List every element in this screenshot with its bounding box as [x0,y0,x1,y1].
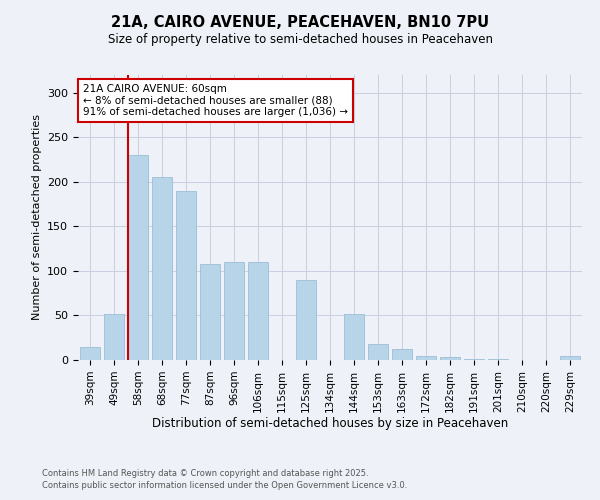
Y-axis label: Number of semi-detached properties: Number of semi-detached properties [32,114,41,320]
Bar [248,262,268,360]
Bar [176,191,196,360]
Text: Size of property relative to semi-detached houses in Peacehaven: Size of property relative to semi-detach… [107,32,493,46]
Bar [296,280,316,360]
Bar [368,344,388,360]
Text: Contains public sector information licensed under the Open Government Licence v3: Contains public sector information licen… [42,481,407,490]
Bar [344,314,364,360]
Bar [440,358,460,360]
Bar [416,356,436,360]
Bar [200,264,220,360]
Bar [560,356,580,360]
Bar [392,350,412,360]
Bar [104,314,124,360]
X-axis label: Distribution of semi-detached houses by size in Peacehaven: Distribution of semi-detached houses by … [152,418,508,430]
Bar [224,262,244,360]
Bar [80,346,100,360]
Bar [464,359,484,360]
Bar [152,178,172,360]
Text: 21A CAIRO AVENUE: 60sqm
← 8% of semi-detached houses are smaller (88)
91% of sem: 21A CAIRO AVENUE: 60sqm ← 8% of semi-det… [83,84,348,117]
Text: 21A, CAIRO AVENUE, PEACEHAVEN, BN10 7PU: 21A, CAIRO AVENUE, PEACEHAVEN, BN10 7PU [111,15,489,30]
Text: Contains HM Land Registry data © Crown copyright and database right 2025.: Contains HM Land Registry data © Crown c… [42,468,368,477]
Bar [128,155,148,360]
Bar [488,359,508,360]
